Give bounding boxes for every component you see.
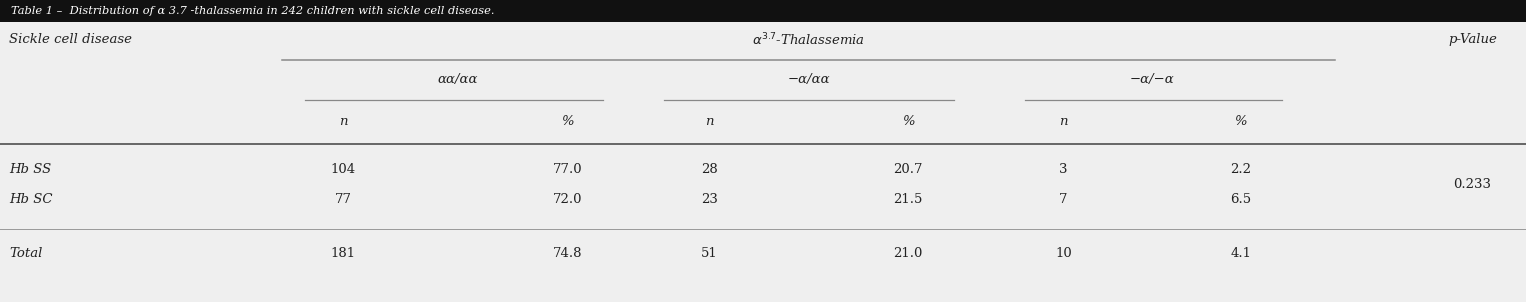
Text: 21.0: 21.0 [893,247,923,260]
Text: 28: 28 [702,163,717,176]
Text: 20.7: 20.7 [893,163,923,176]
Text: 3: 3 [1059,163,1068,176]
Text: −α/−α: −α/−α [1129,73,1175,86]
Text: %: % [562,115,574,128]
Text: −α/αα: −α/αα [787,73,830,86]
Text: 104: 104 [331,163,356,176]
Text: 51: 51 [702,247,717,260]
Text: 77.0: 77.0 [552,163,583,176]
Text: 74.8: 74.8 [552,247,583,260]
Text: 23: 23 [700,193,719,206]
Text: n: n [705,115,714,128]
Text: 6.5: 6.5 [1230,193,1251,206]
Text: 0.233: 0.233 [1454,178,1491,191]
Text: Total: Total [9,247,43,260]
Text: Sickle cell disease: Sickle cell disease [9,33,133,46]
Text: 2.2: 2.2 [1230,163,1251,176]
Text: %: % [1235,115,1247,128]
Text: Table 1 –  Distribution of α 3.7 -thalassemia in 242 children with sickle cell d: Table 1 – Distribution of α 3.7 -thalass… [11,6,494,16]
Text: Hb SS: Hb SS [9,163,52,176]
Text: n: n [1059,115,1068,128]
Text: 10: 10 [1056,247,1071,260]
Text: 21.5: 21.5 [893,193,923,206]
Text: p-Value: p-Value [1448,33,1497,46]
Text: αα/αα: αα/αα [438,73,478,86]
Text: 77: 77 [334,193,353,206]
Text: $\alpha^{3.7}$-Thalassemia: $\alpha^{3.7}$-Thalassemia [752,31,865,48]
Text: 4.1: 4.1 [1230,247,1251,260]
Text: 7: 7 [1059,193,1068,206]
Text: Hb SC: Hb SC [9,193,53,206]
Text: 181: 181 [331,247,356,260]
Text: 72.0: 72.0 [552,193,583,206]
Text: n: n [339,115,348,128]
Text: %: % [902,115,914,128]
